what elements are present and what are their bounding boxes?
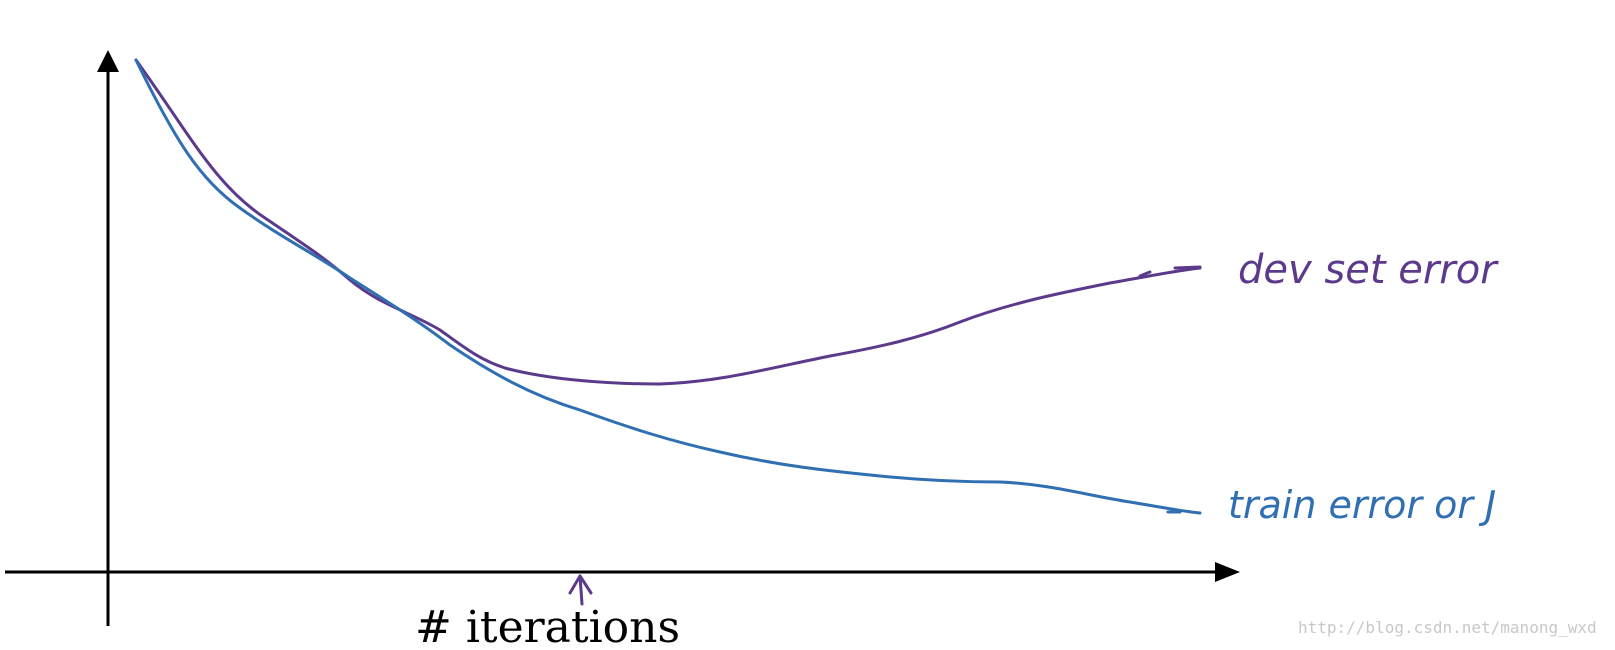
early-stopping-marker bbox=[568, 574, 593, 606]
watermark-text: http://blog.csdn.net/manong_wxd bbox=[1298, 618, 1597, 637]
arrow-up-icon bbox=[568, 574, 593, 595]
dev-set-error-curve bbox=[134, 58, 1202, 386]
x-axis-arrow-icon bbox=[1215, 562, 1240, 582]
x-axis-label: # iterations bbox=[415, 602, 680, 650]
train-error-label: train error or J bbox=[1228, 483, 1496, 527]
y-axis-arrow-icon bbox=[97, 50, 119, 72]
axes bbox=[5, 50, 1240, 626]
train-error-curve bbox=[134, 58, 1202, 515]
marker-shaft bbox=[578, 574, 584, 606]
dev-set-error-label: dev set error bbox=[1238, 247, 1499, 293]
dev-set-error-arrowhead bbox=[1138, 265, 1202, 278]
